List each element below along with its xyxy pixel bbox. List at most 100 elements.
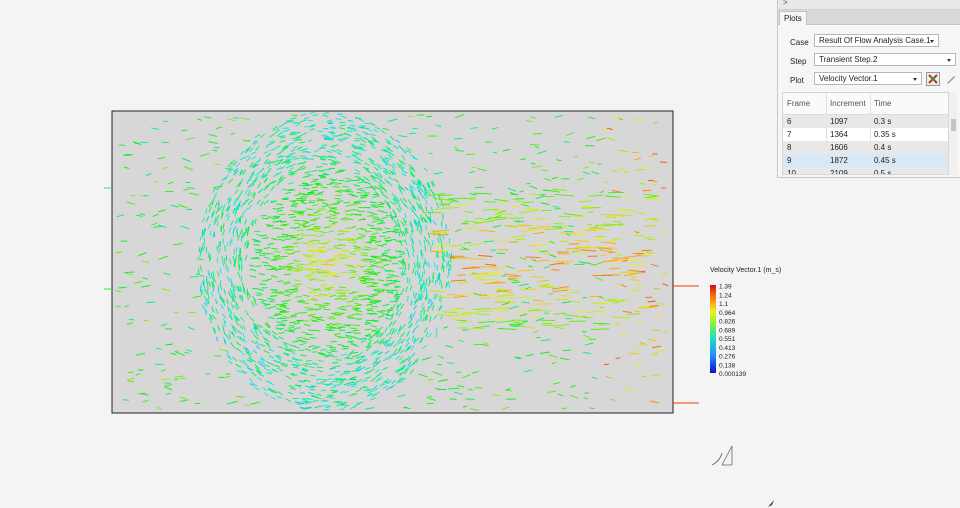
vector xyxy=(332,135,338,137)
vector xyxy=(589,407,595,409)
vector xyxy=(261,280,269,282)
color-bar xyxy=(710,285,716,373)
scrollbar[interactable] xyxy=(949,92,957,175)
vector xyxy=(404,239,408,245)
vector xyxy=(276,356,282,362)
vector xyxy=(321,204,329,208)
table-row[interactable]: 9 1872 0.45 s xyxy=(783,154,948,167)
vector xyxy=(282,341,289,345)
vector xyxy=(275,290,283,294)
collapse-button[interactable]: > xyxy=(783,0,788,7)
settings-button[interactable] xyxy=(926,72,940,86)
vector xyxy=(292,366,299,369)
vector xyxy=(324,240,332,244)
vector xyxy=(406,331,410,337)
vector xyxy=(262,237,269,239)
vector xyxy=(236,369,242,374)
vector xyxy=(418,294,421,300)
table-row[interactable]: 7 1364 0.35 s xyxy=(783,128,948,141)
vector xyxy=(446,362,454,364)
vector xyxy=(650,400,660,404)
vector xyxy=(414,325,419,330)
vector xyxy=(326,183,334,185)
vector xyxy=(346,218,354,220)
vector xyxy=(624,171,630,174)
table-row[interactable]: 10 2109 0.5 s xyxy=(783,167,948,174)
vector xyxy=(267,216,275,219)
vector xyxy=(242,338,247,343)
vector xyxy=(373,388,379,392)
vector xyxy=(529,185,538,190)
vector xyxy=(363,246,371,249)
vector xyxy=(283,352,289,357)
vector xyxy=(400,164,405,170)
vector xyxy=(374,391,380,396)
vector xyxy=(348,193,355,196)
vector xyxy=(603,181,609,184)
vector xyxy=(308,329,315,332)
vector xyxy=(636,321,643,324)
vector xyxy=(347,191,354,193)
vector xyxy=(382,303,390,307)
table-row[interactable]: 6 1097 0.3 s xyxy=(783,115,948,128)
vector xyxy=(223,257,226,264)
vector xyxy=(530,162,536,165)
vector xyxy=(399,198,404,204)
vector xyxy=(540,286,554,289)
vector xyxy=(586,229,597,231)
vector xyxy=(349,381,355,384)
vector xyxy=(516,220,525,223)
vector xyxy=(549,254,557,258)
vector xyxy=(425,199,428,205)
vector xyxy=(440,240,443,247)
dropdown[interactable]: Velocity Vector.1 xyxy=(814,72,922,85)
vector xyxy=(383,148,389,153)
vector xyxy=(650,218,658,222)
vector xyxy=(361,358,366,363)
vector xyxy=(491,239,506,241)
vector xyxy=(334,197,341,200)
vector xyxy=(287,120,294,123)
vector xyxy=(603,223,624,226)
vector xyxy=(431,304,435,311)
vector xyxy=(209,254,212,261)
vector xyxy=(599,190,604,194)
vector xyxy=(401,259,404,267)
vector xyxy=(478,229,496,233)
vector xyxy=(234,210,238,217)
legend-label: 0.826 xyxy=(719,319,736,326)
vector xyxy=(581,207,601,209)
vector xyxy=(308,315,316,318)
vector xyxy=(344,381,351,386)
vector xyxy=(256,234,263,237)
vector xyxy=(486,274,501,277)
vector xyxy=(303,338,310,341)
vector xyxy=(418,261,421,268)
vector xyxy=(299,149,305,152)
vector xyxy=(271,247,279,250)
vector xyxy=(382,339,389,344)
vector xyxy=(435,332,438,338)
vector xyxy=(307,191,314,194)
edit-button[interactable] xyxy=(944,72,958,86)
vector xyxy=(365,342,371,348)
dropdown[interactable]: Transient Step.2 xyxy=(814,53,956,66)
vector xyxy=(239,228,243,235)
vector xyxy=(207,223,211,229)
dropdown[interactable]: Result Of Flow Analysis Case.1 xyxy=(814,34,939,47)
vector xyxy=(200,152,210,157)
vector xyxy=(291,133,297,136)
table-row[interactable]: 8 1606 0.4 s xyxy=(783,141,948,154)
vector xyxy=(491,127,499,130)
vector xyxy=(494,214,502,219)
vector xyxy=(314,329,321,332)
vector xyxy=(233,316,238,321)
vector xyxy=(447,268,450,274)
vector xyxy=(334,162,341,165)
vector xyxy=(292,340,300,343)
vector xyxy=(241,284,246,290)
vector xyxy=(436,314,453,316)
vector xyxy=(425,205,428,212)
tab[interactable]: Plots xyxy=(779,11,807,25)
